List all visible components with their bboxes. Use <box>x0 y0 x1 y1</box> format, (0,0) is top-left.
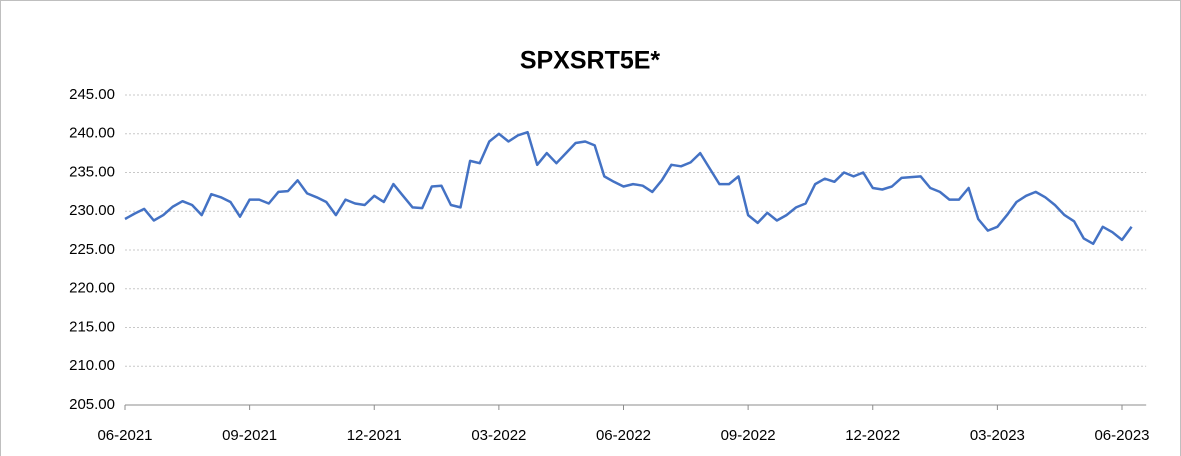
y-tick-label: 210.00 <box>69 357 115 374</box>
x-tick-label: 03-2023 <box>970 427 1025 444</box>
series-line <box>124 130 1133 246</box>
x-tick-label: 12-2022 <box>845 427 900 444</box>
y-tick-label: 245.00 <box>69 86 115 103</box>
x-tick-label: 06-2021 <box>97 427 152 444</box>
y-tick-label: 235.00 <box>69 163 115 180</box>
x-tick-label: 09-2022 <box>721 427 776 444</box>
y-tick-label: 225.00 <box>69 241 115 258</box>
y-tick-label: 230.00 <box>69 202 115 219</box>
x-tick-label: 09-2021 <box>222 427 277 444</box>
y-tick-label: 215.00 <box>69 318 115 335</box>
x-tick-label: 12-2021 <box>347 427 402 444</box>
x-tick-label: 03-2022 <box>471 427 526 444</box>
y-tick-label: 220.00 <box>69 280 115 297</box>
chart-title: SPXSRT5E* <box>520 47 661 75</box>
x-tick-label: 06-2022 <box>596 427 651 444</box>
x-tick-label: 06-2023 <box>1094 427 1149 444</box>
y-tick-label: 205.00 <box>69 396 115 413</box>
y-tick-label: 240.00 <box>69 125 115 142</box>
